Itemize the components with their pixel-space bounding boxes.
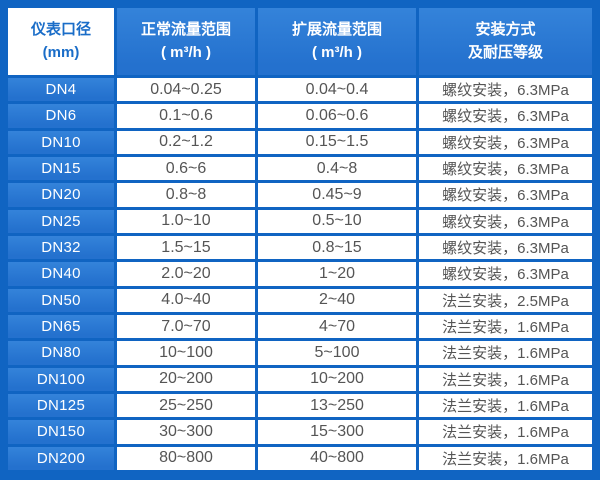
row-diameter-label: DN25 xyxy=(8,209,114,233)
installation-cell: 螺纹安装，6.3MPa xyxy=(419,209,592,233)
row-diameter-label: DN10 xyxy=(8,130,114,154)
spec-table-grid: 仪表口径 (mm) 正常流量范围 ( m³/h ) 扩展流量范围 ( m³/h … xyxy=(8,8,592,470)
row-diameter-label: DN50 xyxy=(8,288,114,312)
extended-range-cell: 10~200 xyxy=(258,367,416,391)
normal-range-cell: 20~200 xyxy=(117,367,255,391)
normal-range-cell: 4.0~40 xyxy=(117,288,255,312)
row-diameter-label: DN125 xyxy=(8,394,114,418)
row-diameter-label: DN65 xyxy=(8,315,114,339)
normal-range-cell: 0.2~1.2 xyxy=(117,130,255,154)
header-extended-range: 扩展流量范围 ( m³/h ) xyxy=(258,8,416,75)
header-diameter: 仪表口径 (mm) xyxy=(8,8,114,75)
row-diameter-label: DN80 xyxy=(8,341,114,365)
normal-range-cell: 30~300 xyxy=(117,420,255,444)
installation-cell: 法兰安装，2.5MPa xyxy=(419,288,592,312)
extended-range-cell: 40~800 xyxy=(258,446,416,470)
normal-range-cell: 25~250 xyxy=(117,394,255,418)
normal-range-cell: 0.1~0.6 xyxy=(117,104,255,128)
extended-range-cell: 0.4~8 xyxy=(258,157,416,181)
normal-range-cell: 0.6~6 xyxy=(117,157,255,181)
installation-cell: 法兰安装，1.6MPa xyxy=(419,341,592,365)
normal-range-cell: 1.5~15 xyxy=(117,236,255,260)
extended-range-cell: 0.8~15 xyxy=(258,236,416,260)
installation-cell: 法兰安装，1.6MPa xyxy=(419,446,592,470)
header-normal-range-line1: 正常流量范围 xyxy=(140,21,231,38)
extended-range-cell: 1~20 xyxy=(258,262,416,286)
installation-cell: 螺纹安装，6.3MPa xyxy=(419,78,592,102)
row-diameter-label: DN40 xyxy=(8,262,114,286)
normal-range-cell: 10~100 xyxy=(117,341,255,365)
installation-cell: 螺纹安装，6.3MPa xyxy=(419,157,592,181)
row-diameter-label: DN4 xyxy=(8,78,114,102)
installation-cell: 螺纹安装，6.3MPa xyxy=(419,183,592,207)
installation-cell: 螺纹安装，6.3MPa xyxy=(419,262,592,286)
row-diameter-label: DN6 xyxy=(8,104,114,128)
installation-cell: 法兰安装，1.6MPa xyxy=(419,420,592,444)
normal-range-cell: 0.8~8 xyxy=(117,183,255,207)
header-extended-range-line2: ( m³/h ) xyxy=(312,43,362,61)
header-installation: 安装方式 及耐压等级 xyxy=(419,8,592,75)
header-installation-line1: 安装方式 xyxy=(475,21,536,38)
normal-range-cell: 1.0~10 xyxy=(117,209,255,233)
row-diameter-label: DN100 xyxy=(8,367,114,391)
row-diameter-label: DN32 xyxy=(8,236,114,260)
installation-cell: 法兰安装，1.6MPa xyxy=(419,367,592,391)
extended-range-cell: 5~100 xyxy=(258,341,416,365)
extended-range-cell: 15~300 xyxy=(258,420,416,444)
row-diameter-label: DN150 xyxy=(8,420,114,444)
installation-cell: 螺纹安装，6.3MPa xyxy=(419,104,592,128)
installation-cell: 螺纹安装，6.3MPa xyxy=(419,130,592,154)
extended-range-cell: 0.06~0.6 xyxy=(258,104,416,128)
normal-range-cell: 0.04~0.25 xyxy=(117,78,255,102)
header-normal-range-line2: ( m³/h ) xyxy=(161,43,211,61)
extended-range-cell: 4~70 xyxy=(258,315,416,339)
header-diameter-line2: (mm) xyxy=(42,43,80,61)
row-diameter-label: DN20 xyxy=(8,183,114,207)
normal-range-cell: 7.0~70 xyxy=(117,315,255,339)
normal-range-cell: 80~800 xyxy=(117,446,255,470)
installation-cell: 法兰安装，1.6MPa xyxy=(419,394,592,418)
extended-range-cell: 0.15~1.5 xyxy=(258,130,416,154)
header-diameter-line1: 仪表口径 xyxy=(30,21,91,38)
extended-range-cell: 2~40 xyxy=(258,288,416,312)
extended-range-cell: 0.45~9 xyxy=(258,183,416,207)
extended-range-cell: 0.04~0.4 xyxy=(258,78,416,102)
normal-range-cell: 2.0~20 xyxy=(117,262,255,286)
installation-cell: 螺纹安装，6.3MPa xyxy=(419,236,592,260)
row-diameter-label: DN15 xyxy=(8,157,114,181)
extended-range-cell: 13~250 xyxy=(258,394,416,418)
header-extended-range-line1: 扩展流量范围 xyxy=(291,21,382,38)
extended-range-cell: 0.5~10 xyxy=(258,209,416,233)
installation-cell: 法兰安装，1.6MPa xyxy=(419,315,592,339)
row-diameter-label: DN200 xyxy=(8,446,114,470)
header-installation-line2: 及耐压等级 xyxy=(467,43,543,61)
header-normal-range: 正常流量范围 ( m³/h ) xyxy=(117,8,255,75)
